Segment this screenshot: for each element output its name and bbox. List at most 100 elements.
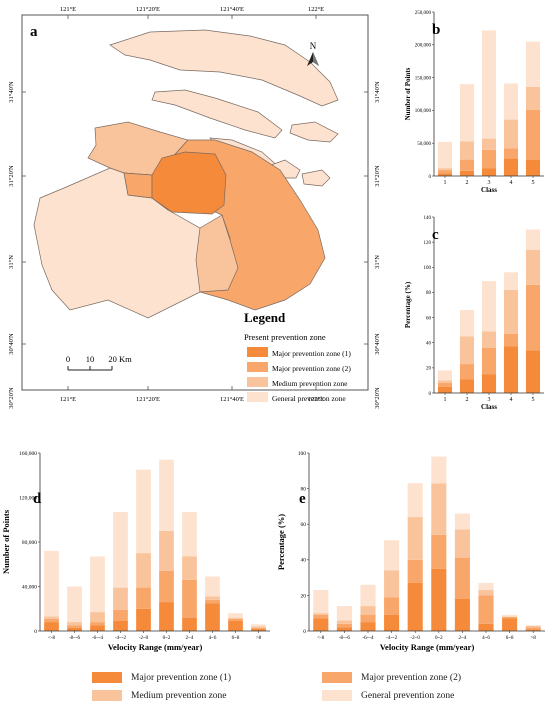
legend-title: Legend xyxy=(244,310,286,325)
bar-segment xyxy=(228,618,243,621)
legend-swatch xyxy=(322,690,352,701)
bar-segment xyxy=(525,627,541,630)
scale-bar: 0 10 20 Km xyxy=(66,354,132,371)
bar-segment xyxy=(67,625,82,628)
bar-segment xyxy=(313,614,329,619)
legend-swatch xyxy=(92,690,122,701)
x-tick-label: -8~-6 xyxy=(339,636,351,641)
bar-segment xyxy=(481,331,497,348)
bar-segment xyxy=(251,627,266,629)
bar-segment xyxy=(251,628,266,631)
legend-label: Medium prevention zone xyxy=(272,379,348,388)
x-tick-label: 0~2 xyxy=(163,636,171,641)
x-axis-label: Class xyxy=(481,186,497,194)
bar-segment xyxy=(503,148,519,159)
legend-swatch xyxy=(247,392,268,402)
bar-segment xyxy=(431,534,447,569)
x-tick-label: -4~-2 xyxy=(115,636,127,641)
chart-b-panel: 0 50,000 100,000 150,000 200,000 250,000 1 2 3 4 5… xyxy=(402,0,550,205)
bar-segment xyxy=(481,374,497,393)
bottom-legend: Major prevention zone (1) Major preventi… xyxy=(0,668,550,708)
bars-b xyxy=(437,30,541,176)
bar-segment xyxy=(431,483,447,535)
y-tick-label: 100 xyxy=(424,266,432,271)
map-top-tick: 121°20'E xyxy=(136,6,160,13)
bars-e xyxy=(313,456,541,631)
west-major2-zone xyxy=(123,172,153,199)
map-left-tick: 30°40'N xyxy=(8,333,15,355)
bar-segment xyxy=(113,620,128,631)
bar-segment xyxy=(136,608,151,631)
x-tick-label: 2 xyxy=(466,397,469,403)
bar-segment xyxy=(459,141,475,160)
bar-segment xyxy=(113,609,128,621)
map-right-tick: 30°40'N xyxy=(374,333,381,355)
map-left-tick: 31°N xyxy=(8,255,15,269)
x-tick-label: 3 xyxy=(488,397,491,403)
south-medium-zone xyxy=(195,214,239,293)
bar-segment xyxy=(313,590,329,614)
bar-segment xyxy=(182,511,197,557)
bar-segment xyxy=(360,606,376,615)
bottom-legend-item-major2: Major prevention zone (2) xyxy=(322,672,461,683)
map-right-tick: 30°20'N xyxy=(374,387,381,409)
bar-segment xyxy=(159,570,174,603)
x-tick-label: -2~0 xyxy=(139,636,149,641)
bars-c xyxy=(437,229,541,393)
x-tick-label: 4 xyxy=(510,180,513,186)
legend-label: Major prevention zone (2) xyxy=(361,672,461,683)
island-small-3 xyxy=(301,169,331,187)
x-tick-label: 0~2 xyxy=(435,636,443,641)
map-top-tick: 122°E xyxy=(308,6,324,13)
bar-segment xyxy=(454,513,470,530)
chongming-island xyxy=(109,29,339,107)
bar-segment xyxy=(136,587,151,609)
legend-swatch xyxy=(92,672,122,683)
x-tick-label: -4~-2 xyxy=(386,636,398,641)
bar-segment xyxy=(503,272,519,290)
bar-segment xyxy=(44,550,59,617)
bar-segment xyxy=(503,333,519,347)
legend-swatch xyxy=(247,347,268,357)
bar-segment xyxy=(454,598,470,631)
y-tick-label: 80 xyxy=(426,291,432,296)
bar-segment xyxy=(525,284,541,351)
legend-label: Major prevention zone (1) xyxy=(272,349,351,358)
bar-segment xyxy=(90,622,105,626)
bar-segment xyxy=(67,622,82,626)
bar-segment xyxy=(251,624,266,627)
bar-segment xyxy=(503,346,519,393)
bar-segment xyxy=(459,170,475,176)
bar-segment xyxy=(525,86,541,110)
y-tick-label: 20 xyxy=(426,367,432,372)
x-tick-label: 4~6 xyxy=(209,636,217,641)
bar-segment xyxy=(407,483,423,518)
map-left-tick: 31°40'N xyxy=(8,81,15,103)
x-tick-label: -6~-4 xyxy=(362,636,374,641)
panel-label-b: b xyxy=(432,22,440,38)
bar-segment xyxy=(384,570,400,598)
y-tick-label: 80,000 xyxy=(22,540,37,546)
map-legend: Legend Present prevention zone Major pre… xyxy=(244,310,351,403)
map-top-tick: 121°40'E xyxy=(220,6,244,13)
bar-segment xyxy=(481,138,497,150)
bar-segment xyxy=(431,456,447,484)
bar-segment xyxy=(437,370,453,381)
x-tick-label: 2~4 xyxy=(186,636,194,641)
map-right-tick: 31°N xyxy=(374,255,381,269)
x-tick-label: 1 xyxy=(444,180,447,186)
bar-segment xyxy=(313,618,329,631)
x-tick-label: <-8 xyxy=(48,636,55,641)
y-tick-label: 50,000 xyxy=(417,142,431,147)
bar-segment xyxy=(360,614,376,623)
bar-segment xyxy=(437,386,453,393)
bottom-legend-item-general: General prevention zone xyxy=(322,690,454,701)
bar-segment xyxy=(459,336,475,365)
bar-segment xyxy=(336,620,352,624)
x-tick-label: -2~0 xyxy=(411,636,421,641)
legend-swatch xyxy=(247,377,268,387)
x-tick-label: 5 xyxy=(532,180,535,186)
bar-segment xyxy=(384,614,400,631)
bar-segment xyxy=(525,41,541,87)
map-regions xyxy=(33,29,339,319)
